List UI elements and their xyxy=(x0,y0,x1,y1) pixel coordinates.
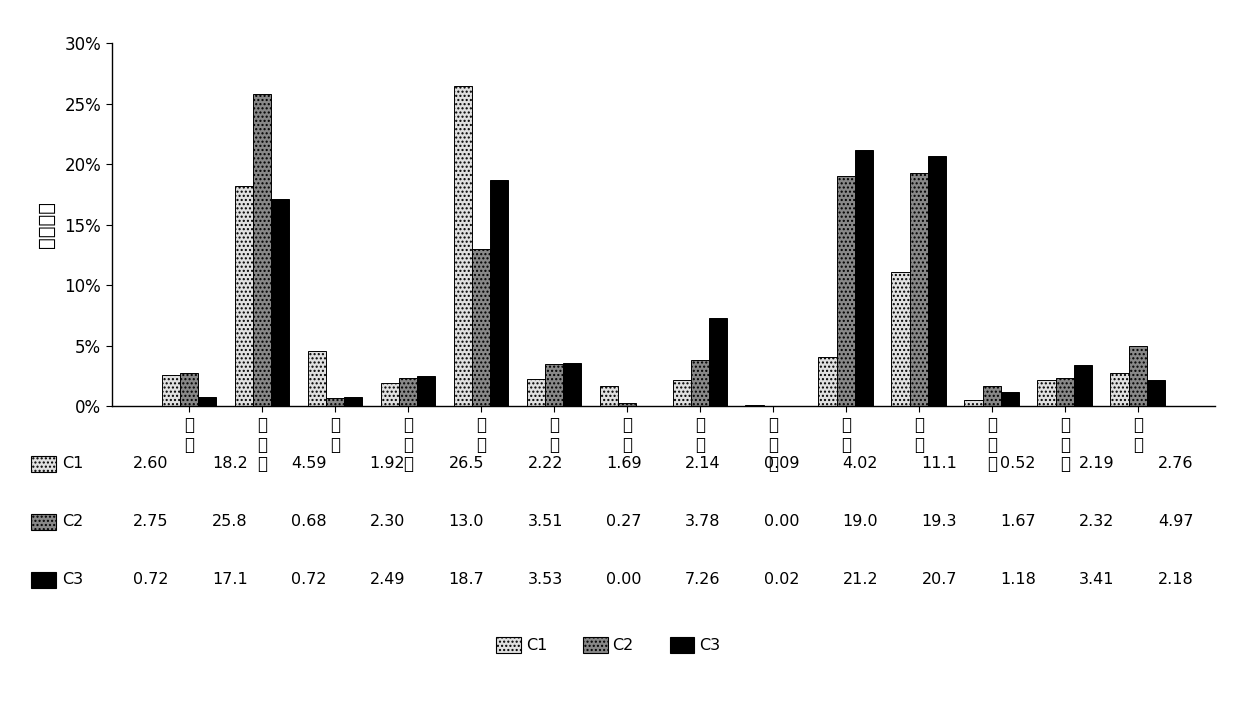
Text: 0.72: 0.72 xyxy=(291,573,326,587)
Bar xyxy=(472,249,490,406)
Text: 4.97: 4.97 xyxy=(1158,515,1194,529)
Text: 4.59: 4.59 xyxy=(291,457,326,471)
Bar xyxy=(1001,392,1019,406)
Text: 2.76: 2.76 xyxy=(1158,457,1194,471)
Text: 11.1: 11.1 xyxy=(921,457,957,471)
Bar xyxy=(198,397,217,406)
Bar xyxy=(308,351,326,406)
Bar xyxy=(892,272,910,406)
Text: 18.2: 18.2 xyxy=(212,457,248,471)
Text: 2.32: 2.32 xyxy=(1079,515,1115,529)
Bar xyxy=(563,363,582,406)
Bar xyxy=(381,383,399,406)
Bar xyxy=(691,360,709,406)
Text: 1.69: 1.69 xyxy=(606,457,642,471)
Text: 3.53: 3.53 xyxy=(527,573,563,587)
Text: C1: C1 xyxy=(62,457,83,471)
Text: C3: C3 xyxy=(62,573,83,587)
Bar xyxy=(454,86,472,406)
Bar xyxy=(326,398,345,406)
Text: C2: C2 xyxy=(62,515,83,529)
Text: 26.5: 26.5 xyxy=(449,457,484,471)
Text: 2.75: 2.75 xyxy=(133,515,169,529)
Bar xyxy=(837,176,854,406)
Text: 0.00: 0.00 xyxy=(606,573,642,587)
Bar xyxy=(1074,365,1092,406)
Bar xyxy=(272,199,289,406)
Text: 7.26: 7.26 xyxy=(684,573,720,587)
Bar xyxy=(618,403,636,406)
Bar xyxy=(965,399,982,406)
Text: C3: C3 xyxy=(699,638,720,652)
Text: 3.41: 3.41 xyxy=(1079,573,1115,587)
Text: C1: C1 xyxy=(526,638,547,652)
Text: 0.09: 0.09 xyxy=(764,457,800,471)
Text: 25.8: 25.8 xyxy=(212,515,248,529)
Bar xyxy=(854,150,873,406)
Text: 1.18: 1.18 xyxy=(1001,573,1037,587)
Bar xyxy=(527,379,544,406)
Bar xyxy=(709,318,727,406)
Bar xyxy=(928,156,946,406)
Bar xyxy=(180,373,198,406)
Text: 2.14: 2.14 xyxy=(684,457,720,471)
Text: 21.2: 21.2 xyxy=(843,573,878,587)
Text: 0.00: 0.00 xyxy=(764,515,800,529)
Bar xyxy=(161,375,180,406)
Bar xyxy=(672,380,691,406)
Bar xyxy=(1038,380,1055,406)
Text: C2: C2 xyxy=(613,638,634,652)
Text: 2.22: 2.22 xyxy=(527,457,563,471)
Text: 4.02: 4.02 xyxy=(843,457,878,471)
Bar xyxy=(982,386,1001,406)
Bar xyxy=(1128,346,1147,406)
Bar xyxy=(490,180,508,406)
Text: 19.0: 19.0 xyxy=(843,515,878,529)
Text: 20.7: 20.7 xyxy=(921,573,957,587)
Text: 3.78: 3.78 xyxy=(684,515,720,529)
Text: 0.02: 0.02 xyxy=(764,573,800,587)
Text: 13.0: 13.0 xyxy=(449,515,484,529)
Y-axis label: 相对含量: 相对含量 xyxy=(37,202,56,248)
Bar xyxy=(910,173,928,406)
Text: 0.27: 0.27 xyxy=(606,515,642,529)
Text: 2.18: 2.18 xyxy=(1158,573,1194,587)
Text: 0.52: 0.52 xyxy=(1001,457,1035,471)
Text: 19.3: 19.3 xyxy=(921,515,957,529)
Text: 17.1: 17.1 xyxy=(212,573,248,587)
Text: 2.30: 2.30 xyxy=(370,515,405,529)
Bar xyxy=(345,397,362,406)
Text: 0.72: 0.72 xyxy=(133,573,169,587)
Bar xyxy=(1055,378,1074,406)
Bar xyxy=(399,378,417,406)
Text: 1.67: 1.67 xyxy=(1001,515,1035,529)
Text: 1.92: 1.92 xyxy=(370,457,405,471)
Bar xyxy=(600,386,618,406)
Text: 2.19: 2.19 xyxy=(1079,457,1115,471)
Bar xyxy=(818,357,837,406)
Text: 18.7: 18.7 xyxy=(449,573,484,587)
Text: 2.49: 2.49 xyxy=(370,573,405,587)
Bar xyxy=(1147,380,1166,406)
Bar xyxy=(544,364,563,406)
Bar xyxy=(253,94,272,406)
Bar xyxy=(1110,373,1128,406)
Bar xyxy=(745,405,764,406)
Text: 3.51: 3.51 xyxy=(527,515,563,529)
Text: 0.68: 0.68 xyxy=(291,515,326,529)
Text: 2.60: 2.60 xyxy=(133,457,169,471)
Bar xyxy=(417,376,435,406)
Bar xyxy=(234,186,253,406)
